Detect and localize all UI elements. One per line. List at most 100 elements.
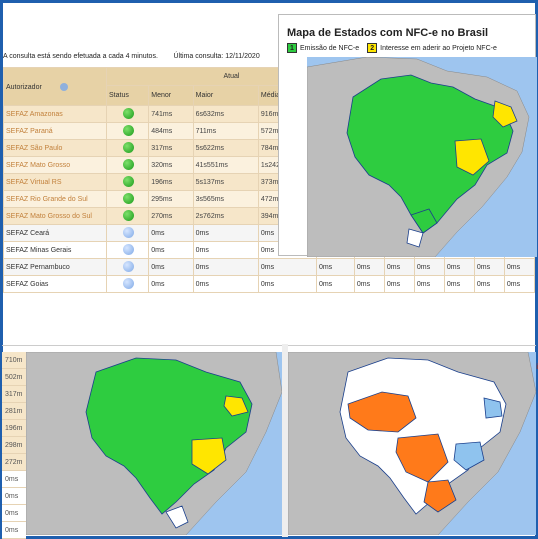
partial-cell: 0ms bbox=[2, 522, 26, 539]
panel-divider bbox=[282, 344, 288, 537]
row-maior: 5s137ms bbox=[192, 173, 259, 191]
partial-table-strip: 710m 502m 317m 281m 196m 298m 272m 0ms 0ms 0ms 0ms bbox=[2, 352, 26, 539]
row-status bbox=[105, 190, 150, 208]
row-autorizador[interactable]: SEFAZ Mato Grosso do Sul bbox=[3, 207, 107, 225]
row-menor: 741ms bbox=[148, 105, 194, 123]
partial-cell: 0ms bbox=[2, 505, 26, 522]
row-extra-cell: 0ms bbox=[503, 258, 536, 276]
map-title: Mapa de Estados com NFC-e no Brasil bbox=[287, 27, 489, 39]
row-menor: 484ms bbox=[148, 122, 194, 140]
status-dot-icon bbox=[123, 277, 135, 289]
sort-icon[interactable] bbox=[59, 82, 68, 91]
last-query-value: 12/11/2020 bbox=[225, 53, 260, 60]
partial-cell: 502m bbox=[2, 369, 26, 386]
row-autorizador[interactable]: SEFAZ São Paulo bbox=[3, 139, 107, 157]
row-menor: 295ms bbox=[148, 190, 194, 208]
partial-cell: 272m bbox=[2, 454, 26, 471]
row-status bbox=[105, 224, 150, 242]
map-legend: 1 Emissão de NFC-e 2 Interesse em aderir… bbox=[287, 43, 497, 53]
row-autorizador[interactable]: SEFAZ Rio Grande do Sul bbox=[3, 190, 107, 208]
row-status bbox=[105, 122, 150, 140]
state-yellow-northeast bbox=[223, 395, 249, 417]
row-maior: 3s565ms bbox=[192, 190, 259, 208]
row-extra-cell: 0ms bbox=[443, 275, 475, 293]
row-extra-cell: 0ms bbox=[383, 275, 415, 293]
col-status[interactable]: Status bbox=[105, 85, 150, 106]
row-media: 0ms bbox=[257, 258, 317, 276]
row-extra-cell: 0ms bbox=[473, 258, 505, 276]
row-autorizador[interactable]: SEFAZ Amazonas bbox=[3, 105, 107, 123]
row-status bbox=[105, 105, 150, 123]
legend-key-1: 1 bbox=[287, 43, 297, 53]
status-dot-icon bbox=[123, 226, 135, 238]
partial-cell: 281m bbox=[2, 403, 26, 420]
row-status bbox=[105, 241, 150, 259]
state-lightblue-northeast bbox=[483, 397, 503, 419]
state-green-south bbox=[410, 208, 438, 234]
brazil-map-top bbox=[307, 57, 537, 257]
table-row[interactable]: SEFAZ Goias 0ms 0ms 0ms 0ms 0ms 0ms 0ms 0ms 0ms 0m… bbox=[3, 275, 536, 293]
row-extra-cell: 0ms bbox=[383, 258, 415, 276]
row-extra-cell: 0ms bbox=[443, 258, 475, 276]
partial-cell: 0ms bbox=[2, 471, 26, 488]
row-maior: 6s632ms bbox=[192, 105, 259, 123]
legend-label-1: Emissão de NFC-e bbox=[300, 44, 360, 52]
row-maior: 0ms bbox=[192, 258, 259, 276]
col-autorizador[interactable]: Autorizador bbox=[3, 67, 107, 106]
row-extra-cell: 0ms bbox=[413, 258, 445, 276]
table-row[interactable]: SEFAZ Pernambuco 0ms 0ms 0ms 0ms 0ms 0ms 0ms 0ms… bbox=[3, 258, 536, 276]
status-dot-icon bbox=[123, 141, 135, 153]
partial-cell: 196m bbox=[2, 420, 26, 437]
row-autorizador[interactable]: SEFAZ Minas Gerais bbox=[3, 241, 107, 259]
row-menor-2: 0ms bbox=[315, 275, 355, 293]
state-yellow-northeast bbox=[492, 100, 518, 128]
col-maior[interactable]: Maior bbox=[192, 85, 259, 106]
row-extra-cell: 0ms bbox=[413, 275, 445, 293]
state-orange-amazonas bbox=[347, 391, 417, 433]
brazil-green-states bbox=[85, 357, 253, 515]
row-extra-cell: 0ms bbox=[353, 258, 385, 276]
status-dot-icon bbox=[123, 243, 135, 255]
refresh-info-text: A consulta está sendo efetuada a cada 4 … bbox=[3, 53, 158, 60]
row-maior: 0ms bbox=[192, 241, 259, 259]
last-query-label: Última consulta: bbox=[173, 53, 224, 60]
separator bbox=[2, 345, 536, 346]
status-dot-icon bbox=[123, 260, 135, 272]
legend-label-2: Interesse em aderir ao Projeto NFC-e bbox=[380, 44, 497, 52]
row-autorizador[interactable]: SEFAZ Mato Grosso bbox=[3, 156, 107, 174]
row-autorizador[interactable]: SEFAZ Virtual RS bbox=[3, 173, 107, 191]
row-autorizador[interactable]: SEFAZ Paraná bbox=[3, 122, 107, 140]
row-status bbox=[105, 275, 150, 293]
row-autorizador[interactable]: SEFAZ Ceará bbox=[3, 224, 107, 242]
row-extra-cell: 0ms bbox=[473, 275, 505, 293]
state-yellow-minas bbox=[454, 138, 490, 176]
row-menor: 270ms bbox=[148, 207, 194, 225]
state-white-south bbox=[165, 505, 189, 529]
partial-cell: 298m bbox=[2, 437, 26, 454]
state-lightblue-minas bbox=[453, 441, 485, 471]
row-menor: 317ms bbox=[148, 139, 194, 157]
row-maior: 711ms bbox=[192, 122, 259, 140]
col-menor[interactable]: Menor bbox=[148, 85, 194, 106]
partial-cell: 710m bbox=[2, 352, 26, 369]
row-menor: 196ms bbox=[148, 173, 194, 191]
row-autorizador[interactable]: SEFAZ Pernambuco bbox=[3, 258, 107, 276]
row-maior: 0ms bbox=[192, 224, 259, 242]
row-menor: 320ms bbox=[148, 156, 194, 174]
partial-cell: 317m bbox=[2, 386, 26, 403]
brazil-map-bottom-right bbox=[288, 352, 536, 535]
status-dot-icon bbox=[123, 192, 135, 204]
status-dot-icon bbox=[123, 175, 135, 187]
brazil-map-bottom-left bbox=[26, 352, 282, 535]
row-menor: 0ms bbox=[148, 241, 194, 259]
row-autorizador[interactable]: SEFAZ Goias bbox=[3, 275, 107, 293]
row-status bbox=[105, 258, 150, 276]
row-extra-cell: 0ms bbox=[503, 275, 536, 293]
row-status bbox=[105, 139, 150, 157]
state-orange-south bbox=[423, 479, 457, 513]
row-menor-2: 0ms bbox=[315, 258, 355, 276]
row-menor: 0ms bbox=[148, 275, 194, 293]
status-dot-icon bbox=[123, 124, 135, 136]
row-status bbox=[105, 156, 150, 174]
row-maior: 41s551ms bbox=[192, 156, 259, 174]
